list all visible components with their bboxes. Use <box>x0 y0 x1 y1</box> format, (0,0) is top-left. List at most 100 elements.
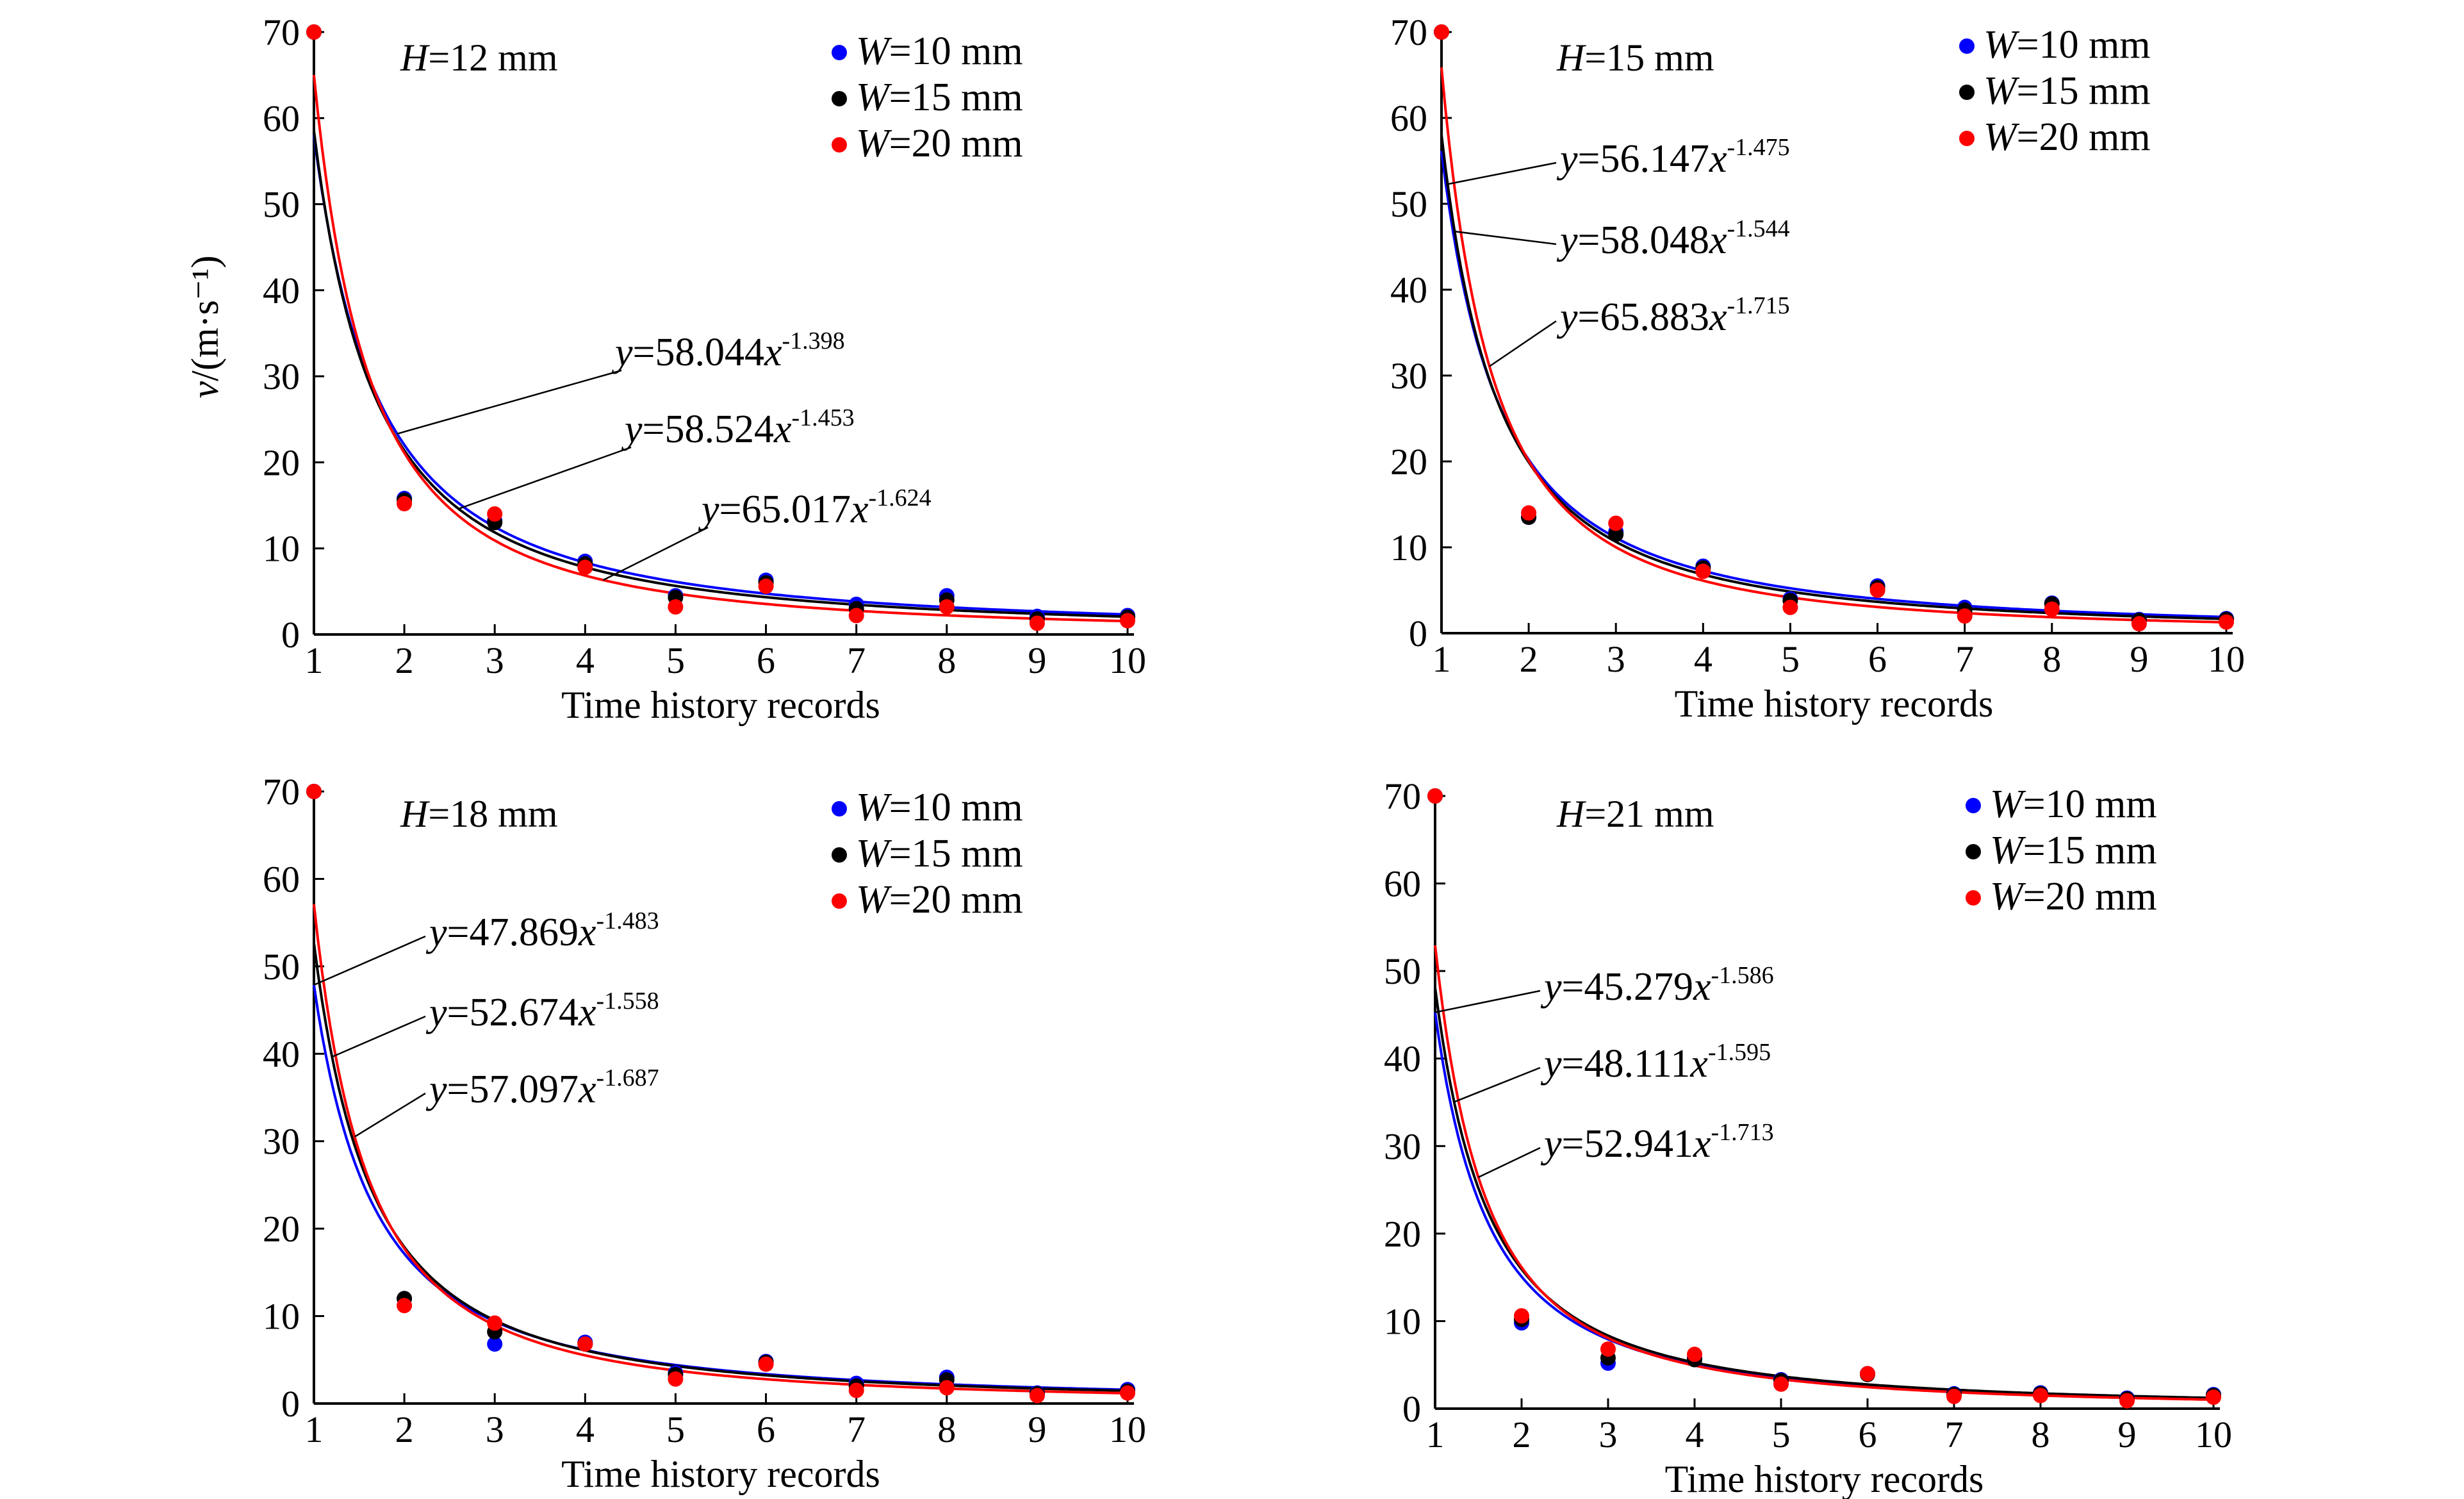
y-tick-label: 10 <box>263 1296 300 1338</box>
y-tick-label: 10 <box>263 528 300 570</box>
y-tick-label: 50 <box>1384 950 1421 992</box>
panel-title: H=15 mm <box>1556 37 1714 79</box>
y-tick-label: 30 <box>263 1121 300 1163</box>
y-tick-label: 30 <box>263 356 300 397</box>
x-tick-label: 4 <box>1686 1414 1704 1455</box>
data-point <box>487 1336 503 1352</box>
equation-leader-line <box>354 1092 426 1138</box>
fit-curve <box>313 135 1128 616</box>
x-tick-label: 10 <box>2208 638 2245 680</box>
x-tick-label: 3 <box>486 640 504 681</box>
x-axis-label: Time history records <box>561 684 880 726</box>
legend-label: W=20 mm <box>1990 875 2157 918</box>
y-tick-label: 60 <box>1384 863 1421 905</box>
x-tick-label: 7 <box>847 640 866 681</box>
y-axis-label: v/(m·s⁻¹) <box>184 256 226 399</box>
y-tick-label: 0 <box>1409 613 1427 654</box>
y-tick-label: 10 <box>1384 1300 1421 1342</box>
data-point <box>939 599 955 615</box>
data-point <box>2131 616 2147 632</box>
data-point <box>1521 505 1537 521</box>
fit-equation: y=58.044x-1.398 <box>611 327 845 374</box>
data-point <box>1120 1385 1135 1401</box>
fit-equation: y=45.279x-1.586 <box>1540 962 1774 1009</box>
fit-equation: y=65.017x-1.624 <box>698 484 932 531</box>
data-point <box>1773 1376 1789 1392</box>
data-point <box>939 1380 955 1396</box>
x-tick-label: 8 <box>937 1409 956 1450</box>
fit-equation: y=52.674x-1.558 <box>425 988 659 1034</box>
y-tick-label: 10 <box>1390 527 1427 568</box>
data-point <box>487 506 503 522</box>
data-point <box>1869 583 1885 598</box>
data-point <box>397 495 413 511</box>
chart-panel-h15: 1 2 3 4 5 6 7 8 9 10 0 10 20 30 40 50 60 70 Time history r… <box>1390 12 2245 725</box>
legend-label: W=10 mm <box>1984 23 2151 67</box>
x-tick-label: 5 <box>1781 638 1800 680</box>
fit-equation: y=47.869x-1.483 <box>425 907 659 954</box>
x-tick-label: 7 <box>1955 638 1974 680</box>
data-point <box>1860 1366 1875 1382</box>
equation-leader-line <box>1434 990 1541 1013</box>
x-axis-label: Time history records <box>1675 683 1994 725</box>
y-tick-label: 30 <box>1390 355 1427 397</box>
y-tick-label: 0 <box>281 614 300 656</box>
data-point <box>848 608 864 624</box>
equation-leader-line <box>397 369 622 435</box>
data-point <box>1427 788 1443 804</box>
legend-label: W=20 mm <box>856 878 1023 922</box>
legend-marker <box>832 847 847 863</box>
fit-equation: y=48.111x-1.595 <box>1540 1039 1771 1086</box>
x-tick-label: 2 <box>395 640 414 681</box>
legend-marker <box>1966 890 1981 906</box>
fit-curve <box>313 904 1128 1395</box>
x-tick-label: 6 <box>1868 638 1887 680</box>
legend-marker <box>1959 131 1975 146</box>
x-tick-label: 9 <box>2130 638 2148 680</box>
x-tick-label: 2 <box>1520 638 1538 680</box>
chart-panel-h12: 1 2 3 4 5 6 7 8 9 10 0 10 20 30 40 50 60 70 Time history r… <box>184 12 1146 726</box>
x-tick-label: 2 <box>395 1409 414 1450</box>
data-point <box>306 784 322 799</box>
data-point <box>306 24 322 40</box>
equation-leader-line <box>1445 161 1557 186</box>
equation-leader-line <box>458 446 632 510</box>
x-tick-label: 3 <box>486 1409 504 1450</box>
data-point <box>577 559 593 576</box>
data-point <box>487 1315 503 1331</box>
y-tick-label: 40 <box>1384 1038 1421 1080</box>
x-tick-label: 3 <box>1607 638 1625 680</box>
fit-equation: y=65.883x-1.715 <box>1556 292 1790 339</box>
data-point <box>577 1336 593 1352</box>
y-tick-label: 70 <box>1384 775 1421 817</box>
y-tick-label: 20 <box>1390 441 1427 483</box>
y-tick-label: 20 <box>263 442 300 483</box>
data-point <box>1514 1308 1529 1324</box>
legend-label: W=10 mm <box>856 786 1023 829</box>
x-tick-label: 9 <box>1028 640 1046 681</box>
fit-curve <box>313 130 1128 618</box>
x-tick-label: 8 <box>2042 638 2061 680</box>
x-tick-label: 6 <box>757 640 775 681</box>
fit-curve <box>313 74 1128 623</box>
chart-panel-h21: 1 2 3 4 5 6 7 8 9 10 0 10 20 30 40 50 60 70 Time history r… <box>1384 775 2232 1499</box>
legend-label: W=10 mm <box>1990 783 2157 826</box>
legend-marker <box>832 45 847 60</box>
data-point <box>1120 613 1135 629</box>
y-tick-label: 50 <box>263 184 300 226</box>
x-tick-label: 4 <box>1694 638 1712 680</box>
data-point <box>1029 615 1045 631</box>
x-tick-label: 1 <box>1426 1414 1445 1455</box>
x-tick-label: 5 <box>666 640 685 681</box>
legend-marker <box>832 893 847 909</box>
fit-curve <box>313 943 1128 1393</box>
x-tick-label: 10 <box>2195 1414 2232 1455</box>
fit-curve <box>1440 67 2227 624</box>
data-point <box>668 1371 684 1387</box>
data-point <box>2033 1387 2048 1404</box>
y-tick-label: 40 <box>263 270 300 311</box>
legend-marker <box>1966 798 1981 813</box>
data-point <box>758 1356 774 1372</box>
x-tick-label: 9 <box>1028 1409 1046 1450</box>
data-point <box>1608 515 1624 531</box>
